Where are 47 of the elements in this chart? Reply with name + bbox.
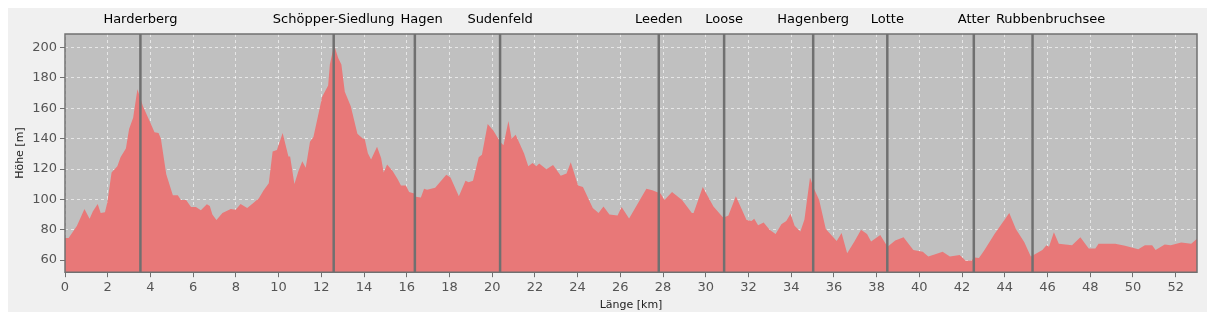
ref-line-label: Rubbenbruchsee bbox=[995, 10, 1106, 26]
x-tick-label: 14 bbox=[355, 279, 373, 295]
x-tick-label: 38 bbox=[868, 279, 885, 295]
y-tick-label: 60 bbox=[40, 251, 58, 267]
ref-line-label: Hagenberg bbox=[777, 10, 850, 26]
x-tick-label: 4 bbox=[146, 279, 155, 295]
ref-line-label: Schöpper-Siedlung bbox=[272, 10, 395, 26]
x-tick-label: 42 bbox=[953, 279, 971, 295]
x-tick-label: 12 bbox=[313, 279, 330, 295]
x-tick-label: 36 bbox=[825, 279, 843, 295]
x-tick-label: 46 bbox=[1039, 279, 1056, 295]
y-axis-title: Höhe [m] bbox=[13, 127, 27, 179]
y-tick-label: 80 bbox=[40, 221, 58, 237]
x-tick-label: 26 bbox=[612, 279, 629, 295]
y-tick-label: 100 bbox=[32, 190, 58, 206]
x-tick-label: 16 bbox=[398, 279, 416, 295]
x-tick-label: 6 bbox=[189, 279, 198, 295]
x-tick-label: 8 bbox=[231, 279, 241, 295]
y-tick-label: 180 bbox=[32, 69, 58, 85]
x-tick-label: 34 bbox=[782, 279, 800, 295]
x-tick-label: 20 bbox=[483, 279, 501, 295]
x-axis-title: Länge [km] bbox=[599, 298, 663, 312]
x-tick-label: 28 bbox=[654, 279, 672, 295]
ref-line-label: Lotte bbox=[870, 10, 904, 26]
ref-line-label: Harderberg bbox=[103, 10, 178, 26]
y-tick-label: 120 bbox=[32, 160, 58, 176]
ref-line-label: Loose bbox=[705, 10, 743, 26]
ref-line-label: Atter bbox=[957, 10, 991, 26]
ref-line-label: Hagen bbox=[400, 10, 443, 26]
x-tick-label: 24 bbox=[569, 279, 586, 295]
y-tick-label: 140 bbox=[32, 130, 58, 146]
x-tick-label: 10 bbox=[270, 279, 287, 295]
x-tick-label: 2 bbox=[103, 279, 112, 295]
x-tick-label: 18 bbox=[441, 279, 458, 295]
ref-line-label: Leeden bbox=[635, 10, 683, 26]
x-tick-label: 52 bbox=[1167, 279, 1184, 295]
x-tick-label: 32 bbox=[740, 279, 757, 295]
x-tick-label: 22 bbox=[526, 279, 544, 295]
x-tick-label: 0 bbox=[60, 279, 70, 295]
ref-line-label: Sudenfeld bbox=[467, 10, 533, 26]
y-tick-label: 160 bbox=[32, 99, 58, 115]
x-tick-label: 50 bbox=[1124, 279, 1142, 295]
y-tick-label: 200 bbox=[32, 39, 58, 55]
x-tick-label: 44 bbox=[996, 279, 1014, 295]
x-tick-label: 30 bbox=[697, 279, 715, 295]
x-tick-label: 48 bbox=[1081, 279, 1099, 295]
x-tick-label: 40 bbox=[911, 279, 928, 295]
